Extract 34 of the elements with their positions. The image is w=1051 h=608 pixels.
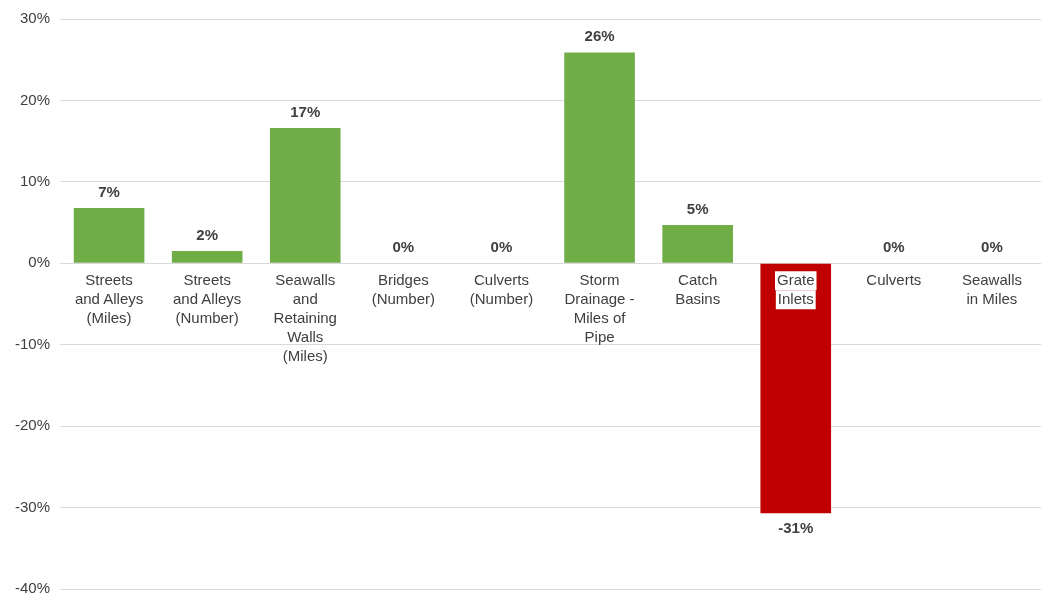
x-tick-label: Streets and Alleys (Number) — [172, 270, 242, 326]
bar — [171, 251, 243, 263]
x-tick-label: Streets and Alleys (Miles) — [74, 270, 144, 326]
data-label: 0% — [883, 237, 905, 255]
y-tick-label: -20% — [14, 416, 51, 434]
x-tick-label: Bridges (Number) — [371, 270, 436, 307]
bar — [760, 263, 832, 514]
data-label: 2% — [196, 225, 219, 243]
y-tick-label: 0% — [28, 253, 51, 271]
data-label: 0% — [392, 237, 415, 255]
bar — [269, 128, 341, 263]
data-label: 5% — [686, 199, 709, 217]
y-tick-label: 10% — [19, 172, 51, 189]
x-tick-label: Grate Inlets — [777, 270, 815, 307]
x-tick-label: Culverts (Number) — [469, 270, 534, 307]
data-label: -31% — [778, 518, 814, 536]
x-tick-label: Seawalls in Miles — [961, 270, 1022, 307]
bar — [564, 52, 635, 263]
bar — [662, 225, 733, 263]
data-label: 17% — [290, 102, 321, 120]
y-tick-label: -30% — [14, 497, 51, 515]
y-tick-label: 20% — [19, 90, 51, 108]
data-label: 0% — [490, 237, 513, 255]
data-label: 0% — [981, 237, 1003, 255]
y-tick-label: -10% — [14, 334, 51, 352]
data-label: 26% — [584, 27, 615, 45]
x-tick-label: Storm Drainage - Miles of Pipe — [564, 270, 635, 345]
x-tick-label: Culverts — [866, 270, 922, 288]
bar — [73, 207, 145, 263]
x-tick-label: Seawalls and Retaining Walls (Miles) — [273, 270, 337, 364]
x-tick-label: Catch Basins — [675, 270, 721, 307]
y-tick-label: 30% — [19, 9, 51, 27]
data-label: 7% — [98, 182, 120, 200]
y-tick-label: -40% — [14, 579, 51, 597]
